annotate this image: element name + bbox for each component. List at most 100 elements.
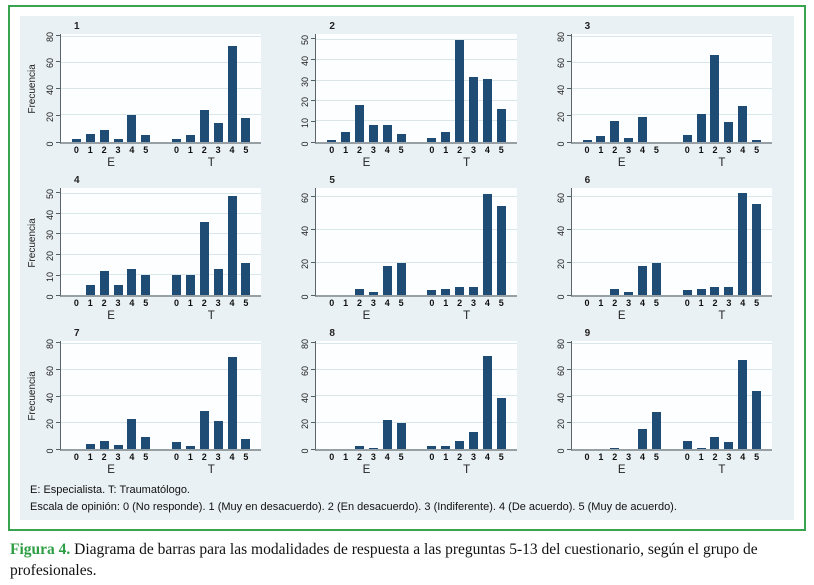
y-tick-label: 0 [45,294,55,300]
bar-T-1 [441,131,451,142]
bar-T-0 [682,135,692,142]
bar-T-2 [455,40,465,142]
group-label-E: E [107,310,115,323]
x-tick-label: 2 [457,298,463,309]
bar-E-5 [396,422,406,449]
bar-T-3 [469,76,478,142]
notes-line-2: Escala de opinión: 0 (No responde). 1 (M… [30,500,677,513]
x-tick-label: 3 [115,298,121,309]
x-tick-label: 1 [698,452,704,462]
y-tick-mark [566,195,571,197]
bar-E-2 [354,288,364,296]
subplot-body: 0 10 20 30 40 50 [281,34,517,146]
bar-T-4 [227,357,237,449]
bar-T-1 [696,114,706,142]
x-tick-label: 0 [584,298,590,309]
x-tick-label: 2 [201,452,207,462]
plot-area [60,187,262,298]
bar-T-2 [710,55,720,142]
bar-E-5 [141,437,151,449]
y-tick-mark [56,34,60,36]
group-label-T: T [718,310,726,323]
bar-group-T [672,188,772,296]
bar-T-2 [455,287,465,296]
bar-E-5 [651,412,661,449]
plot-area [570,34,772,144]
bar-T-3 [724,442,734,449]
bar-T-1 [696,447,706,449]
subplot-number: 8 [329,328,335,340]
x-tick-label: 3 [115,452,121,462]
y-tick-mark [566,342,571,344]
group-label-T: T [718,156,726,169]
bar-E-5 [396,133,406,142]
bar-E-4 [127,418,137,449]
x-tick-label: 2 [201,298,207,309]
bar-T-5 [496,109,506,142]
group-label-E: E [617,310,626,323]
gridline [316,342,517,344]
y-axis: 0 10 20 30 40 50 [294,34,316,146]
x-tick-label: 4 [640,144,646,155]
gridline [316,59,517,61]
bar-T-3 [724,121,734,142]
x-tick-label: 0 [684,452,690,462]
gridline [571,88,772,90]
subplot-body: 0 20 40 60 [537,187,772,300]
x-tick-label: 3 [215,144,221,155]
y-axis-label: Frecuencia [27,64,38,114]
y-tick-label: 40 [555,85,566,96]
bar-T-0 [172,275,182,296]
gridline [61,233,262,235]
subplot-number: 2 [329,21,335,32]
x-tick-label: 4 [129,144,135,155]
bar-E-1 [341,131,351,142]
gridline [316,369,517,371]
x-tick-label: 0 [174,452,180,462]
x-tick-label: 4 [229,298,235,309]
bar-groups [316,341,516,449]
y-tick-mark [56,422,60,424]
group-label-T: T [207,156,215,169]
gridline [571,421,772,423]
y-tick-label: 60 [300,192,311,203]
plot-area [315,341,517,451]
x-tick-label: 5 [398,144,404,155]
bar-E-3 [624,292,634,296]
x-tick-label: 0 [174,144,180,155]
y-tick-label: 80 [300,339,311,350]
bar-E-0 [71,139,81,142]
bar-T-0 [427,446,437,449]
y-tick-label: 0 [45,448,55,454]
bar-E-2 [99,270,109,296]
bar-T-4 [738,359,748,449]
x-tick-label: 2 [101,298,107,309]
bar-T-3 [469,431,478,449]
subplot-3: 3 0 20 40 60 80 0 1 2 3 4 5 0 1 2 3 4 5 E T [535,19,790,173]
x-tick-label: 4 [129,298,135,309]
y-tick-mark [311,342,316,344]
y-tick-mark [311,449,316,450]
x-tick-label: 3 [470,144,476,155]
x-tick-label: 3 [626,298,632,309]
y-tick-mark [56,191,60,193]
gridline [316,39,517,41]
y-tick-label: 40 [300,55,311,66]
bar-T-1 [696,288,706,296]
y-tick-mark [566,449,571,450]
y-tick-label: 20 [300,419,311,430]
y-tick-label: 20 [45,419,55,430]
bar-T-2 [455,441,465,449]
gridline [316,120,517,122]
gridline [571,114,772,116]
x-tick-label: 1 [443,144,449,155]
y-tick-label: 20 [300,97,311,108]
gridline [61,395,262,397]
